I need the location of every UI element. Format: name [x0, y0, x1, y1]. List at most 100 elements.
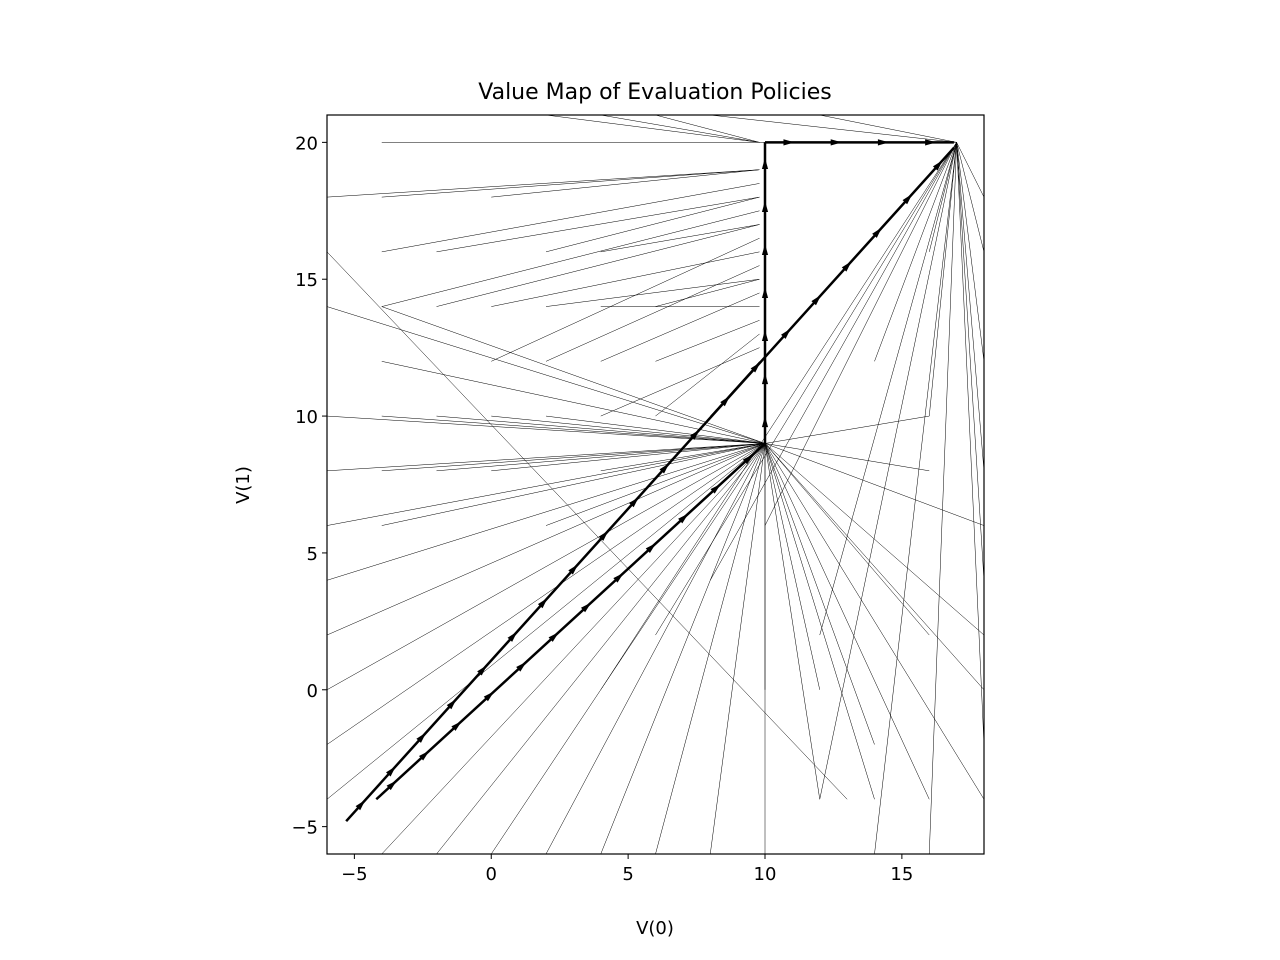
- trajectory-arrowhead: [932, 160, 943, 171]
- trajectory-arrowhead: [761, 372, 769, 385]
- thin-trajectory-line: [327, 251, 848, 800]
- thin-trajectory-line: [655, 443, 766, 854]
- y-tick-label: −5: [291, 818, 318, 839]
- thin-trajectory-line: [381, 415, 766, 444]
- trajectory-arrowhead: [386, 766, 396, 777]
- thin-trajectory-line: [327, 443, 766, 636]
- thin-trajectory-line: [929, 142, 957, 854]
- thin-trajectory-line: [381, 306, 766, 444]
- thin-trajectory-line: [600, 443, 766, 472]
- trajectory-arrowhead: [710, 483, 721, 494]
- thin-trajectory-line: [327, 443, 766, 800]
- trajectory-arrowhead: [750, 362, 761, 373]
- thin-trajectory-line: [327, 169, 760, 198]
- y-tick-label: 0: [307, 681, 318, 702]
- trajectory-arrowhead: [841, 261, 852, 272]
- thin-trajectory-line: [655, 320, 760, 362]
- thin-trajectory-line: [381, 361, 766, 444]
- thin-trajectory-line: [600, 292, 760, 362]
- trajectory-arrowhead: [761, 286, 769, 299]
- y-tick-label: 5: [307, 544, 318, 565]
- thin-trajectory-line: [327, 443, 766, 581]
- thin-trajectory-line: [764, 443, 820, 800]
- thin-trajectory-line: [381, 169, 760, 198]
- thin-trajectory-line: [956, 142, 984, 362]
- thin-trajectory-line: [327, 443, 766, 690]
- thin-trajectory-line: [764, 443, 820, 690]
- trajectory-arrowhead: [568, 564, 579, 575]
- thin-trajectory-line: [764, 142, 957, 526]
- trajectory-arrowhead: [645, 543, 657, 553]
- trajectory-arrowhead: [678, 513, 689, 524]
- trajectory-arrowhead: [902, 193, 913, 205]
- thin-trajectory-line: [764, 443, 984, 526]
- thin-trajectory-line: [600, 347, 760, 417]
- trajectory-arrowhead: [416, 732, 427, 743]
- y-axis-ticks: −5 0 5 10 15 20: [291, 133, 327, 839]
- thin-trajectory-line: [819, 142, 957, 800]
- trajectory-arrowhead: [483, 691, 495, 702]
- x-tick-label: 0: [486, 864, 497, 885]
- trajectory-arrowhead: [477, 665, 487, 676]
- y-tick-label: 15: [295, 270, 318, 291]
- chart-title: Value Map of Evaluation Policies: [478, 80, 831, 105]
- thin-trajectory-line: [764, 443, 930, 800]
- thin-trajectory-line: [545, 443, 766, 854]
- thin-trajectory-line: [545, 115, 760, 143]
- trajectory-arrowhead: [516, 661, 527, 672]
- thin-trajectory-line: [764, 443, 984, 800]
- thin-trajectory-line: [545, 196, 760, 253]
- thin-trajectory-line: [381, 183, 760, 253]
- thin-trajectory-line: [710, 115, 957, 143]
- thin-trajectory-line: [545, 265, 760, 362]
- thin-trajectory-line: [710, 443, 766, 854]
- thin-trajectory-line: [956, 142, 984, 198]
- trajectory-arrowhead: [720, 395, 731, 407]
- trajectory-arrowhead: [507, 631, 518, 642]
- thin-trajectory-line: [600, 224, 760, 253]
- trajectory-arrowhead: [355, 799, 366, 811]
- trajectory-arrowhead: [761, 243, 769, 256]
- thin-trajectory-line: [436, 196, 760, 253]
- y-tick-label: 10: [295, 407, 318, 428]
- trajectory-arrowhead: [761, 415, 769, 428]
- thin-trajectory-line: [545, 278, 760, 307]
- y-axis-label: V(1): [233, 466, 254, 504]
- trajectory-arrowhead: [742, 454, 754, 465]
- thin-trajectory-line: [491, 415, 766, 444]
- plot-frame: [326, 114, 985, 855]
- thin-trajectory-line: [764, 443, 875, 745]
- thin-trajectory-line: [436, 224, 760, 307]
- thin-trajectory-line: [956, 142, 984, 581]
- thin-trajectory-line: [874, 142, 957, 854]
- thin-trajectory-line: [710, 142, 957, 581]
- trajectory-arrowhead: [872, 227, 882, 238]
- trajectory-arrowhead: [418, 750, 430, 761]
- main-trajectory-line: [375, 442, 766, 801]
- trajectory-arrowhead: [659, 463, 670, 474]
- thin-trajectory-line: [327, 443, 766, 745]
- thin-trajectory-line: [381, 443, 766, 526]
- thin-trajectory-line: [956, 142, 984, 252]
- thin-trajectory-line: [956, 142, 984, 471]
- thin-trajectory-line: [764, 443, 984, 690]
- trajectory-arrowhead: [761, 157, 769, 170]
- thin-trajectory-line: [764, 415, 930, 444]
- thin-trajectory-line: [327, 443, 766, 526]
- trajectory-arrowhead: [451, 721, 462, 731]
- thin-trajectory-line: [491, 251, 760, 307]
- thin-trajectory-line: [819, 115, 957, 143]
- thin-trajectory-line: [655, 278, 760, 307]
- thin-trajectory-line: [655, 333, 760, 417]
- trajectory-arrowhead: [783, 139, 795, 146]
- trajectory-arrowhead: [761, 200, 769, 213]
- trajectory-arrowhead: [877, 139, 890, 146]
- thin-trajectory-line: [381, 210, 760, 307]
- thin-trajectory-lines: [327, 115, 984, 854]
- thin-trajectory-line: [764, 443, 984, 636]
- thin-trajectory-line: [819, 142, 957, 636]
- x-tick-label: 10: [754, 864, 777, 885]
- trajectory-arrowhead: [537, 597, 548, 609]
- thin-trajectory-line: [874, 142, 957, 362]
